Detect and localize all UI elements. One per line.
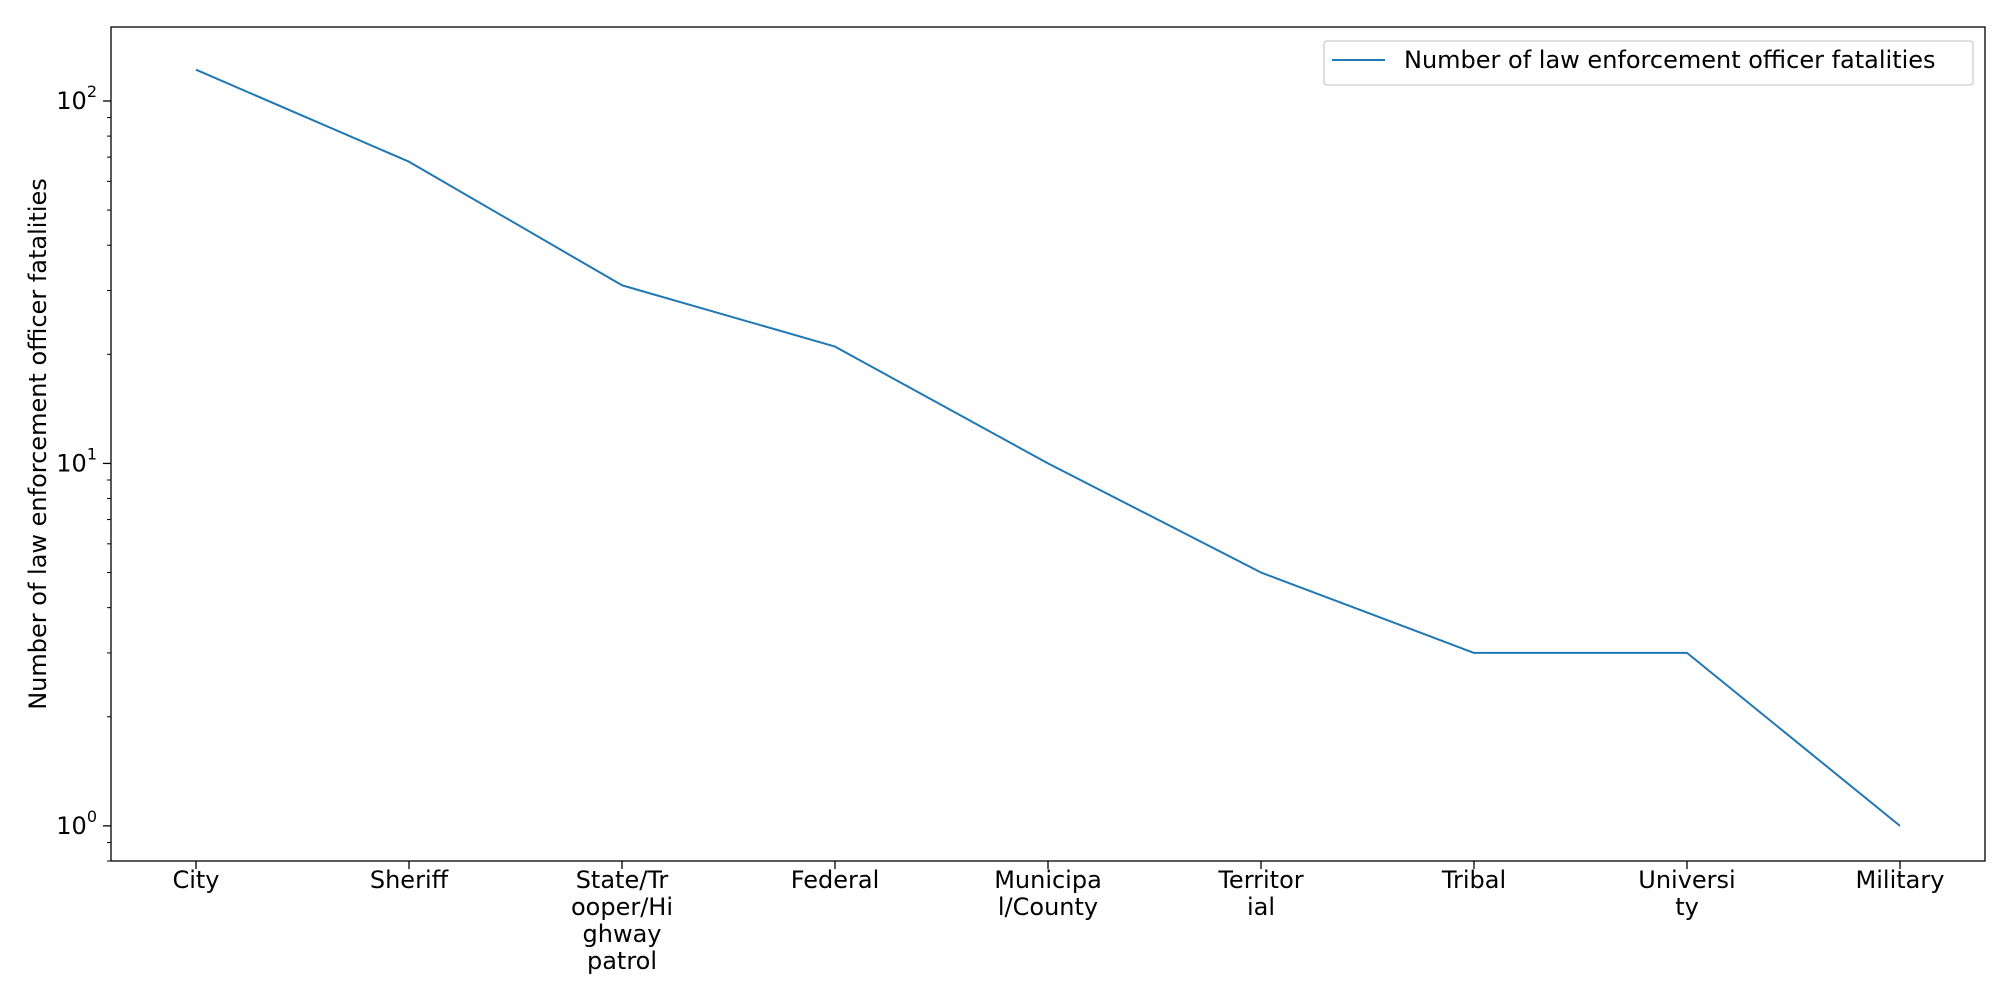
x-tick-label-line: Tribal: [1441, 866, 1506, 894]
x-tick-label-line: Military: [1856, 866, 1945, 894]
x-tick-label-line: Municipa: [994, 866, 1102, 894]
series-line: [195, 68, 1901, 827]
x-tick-label: City: [172, 866, 219, 894]
x-tick-label: Sheriff: [370, 866, 449, 894]
y-axis-title: Number of law enforcement officer fatali…: [24, 178, 52, 710]
y-tick-label: 102: [56, 82, 97, 115]
x-tick-label-line: ty: [1675, 893, 1699, 921]
x-tick-label-line: Federal: [791, 866, 880, 894]
x-tick-label-line: City: [172, 866, 219, 894]
x-tick-label: State/Tr ooper/Hi ghway patrol: [571, 866, 673, 975]
series-layer: [195, 68, 1901, 827]
x-tick-label-line: ooper/Hi: [571, 893, 673, 921]
legend: Number of law enforcement officer fatali…: [1323, 40, 1974, 86]
x-tick-label-line: Universi: [1638, 866, 1735, 894]
y-tick-exponent: 2: [87, 82, 97, 101]
legend-label: Number of law enforcement officer fatali…: [1404, 46, 1936, 74]
x-tick-label: Municipa l/County: [994, 866, 1102, 921]
y-tick-label: 101: [56, 444, 97, 477]
x-tick-label-line: Sheriff: [370, 866, 449, 894]
y-tick-base: 10: [56, 449, 87, 477]
x-tick-label-line: patrol: [587, 947, 657, 975]
plot-frame: [110, 26, 1986, 862]
x-tick-label-line: State/Tr: [576, 866, 669, 894]
x-tick-label: Federal: [791, 866, 880, 894]
y-tick-label: 100: [56, 807, 97, 840]
x-tick-label: Universi ty: [1638, 866, 1735, 921]
y-tick-exponent: 0: [87, 807, 97, 826]
x-tick-label: Territor ial: [1217, 866, 1303, 921]
x-tick-label-line: ghway: [583, 920, 662, 948]
x-tick-label-line: l/County: [998, 893, 1098, 921]
x-tick-label-line: Territor: [1217, 866, 1303, 894]
x-tick-label-line: ial: [1247, 893, 1275, 921]
x-tick-label: Military: [1856, 866, 1945, 894]
y-tick-base: 10: [56, 812, 87, 840]
x-axis: City Sheriff State/Tr ooper/Hi ghway patrol Fe…: [172, 861, 1944, 975]
y-tick-exponent: 1: [87, 444, 97, 463]
legend-box: [1323, 40, 1974, 86]
y-tick-base: 10: [56, 87, 87, 115]
x-tick-label: Tribal: [1441, 866, 1506, 894]
